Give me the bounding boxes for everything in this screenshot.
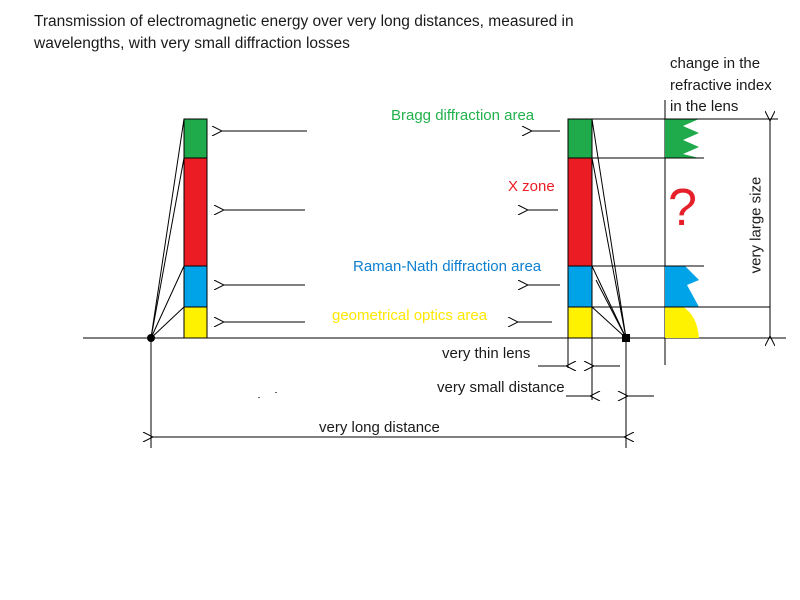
stray-mark bbox=[258, 397, 260, 398]
profile-blue bbox=[665, 266, 699, 307]
lens-blue-segment bbox=[567, 265, 593, 308]
x-zone-label: X zone bbox=[508, 178, 555, 195]
lens-arrows bbox=[518, 131, 560, 322]
small-distance-label: very small distance bbox=[437, 379, 565, 396]
left-yellow-segment bbox=[183, 306, 208, 339]
diagram-title: Transmission of electromagnetic energy o… bbox=[34, 13, 574, 52]
left-red-segment bbox=[183, 157, 208, 267]
note-line: refractive index bbox=[670, 76, 772, 94]
index-profile bbox=[664, 100, 699, 365]
profile-yellow bbox=[665, 307, 699, 338]
thin-lens-dimension bbox=[538, 338, 620, 400]
question-mark: ? bbox=[668, 179, 697, 237]
stray-mark bbox=[275, 392, 277, 393]
lens-rays bbox=[591, 118, 627, 339]
raman-nath-label: Raman-Nath diffraction area bbox=[353, 258, 542, 275]
lens-column bbox=[567, 118, 593, 339]
long-distance-label: very long distance bbox=[319, 419, 440, 436]
lens-red-segment bbox=[567, 157, 593, 267]
note-line: change in the bbox=[670, 55, 761, 72]
lens-green-segment bbox=[567, 118, 593, 159]
bragg-label: Bragg diffraction area bbox=[391, 107, 535, 124]
left-rays bbox=[150, 118, 185, 339]
guide-lines bbox=[592, 118, 778, 308]
lens-yellow-segment bbox=[567, 306, 593, 339]
long-distance-dimension bbox=[151, 338, 624, 448]
large-size-label: very large size bbox=[747, 176, 765, 274]
note-line: in the lens bbox=[670, 98, 739, 115]
left-blue-segment bbox=[183, 265, 208, 308]
left-column bbox=[183, 118, 208, 339]
refractive-index-note: change in the refractive index in the le… bbox=[670, 53, 772, 118]
profile-green bbox=[665, 119, 699, 158]
thin-lens-label: very thin lens bbox=[442, 345, 531, 362]
geometrical-optics-label: geometrical optics area bbox=[332, 307, 488, 324]
left-green-segment bbox=[183, 118, 208, 159]
left-column-arrows bbox=[222, 131, 307, 322]
small-distance-dimension bbox=[566, 338, 654, 448]
